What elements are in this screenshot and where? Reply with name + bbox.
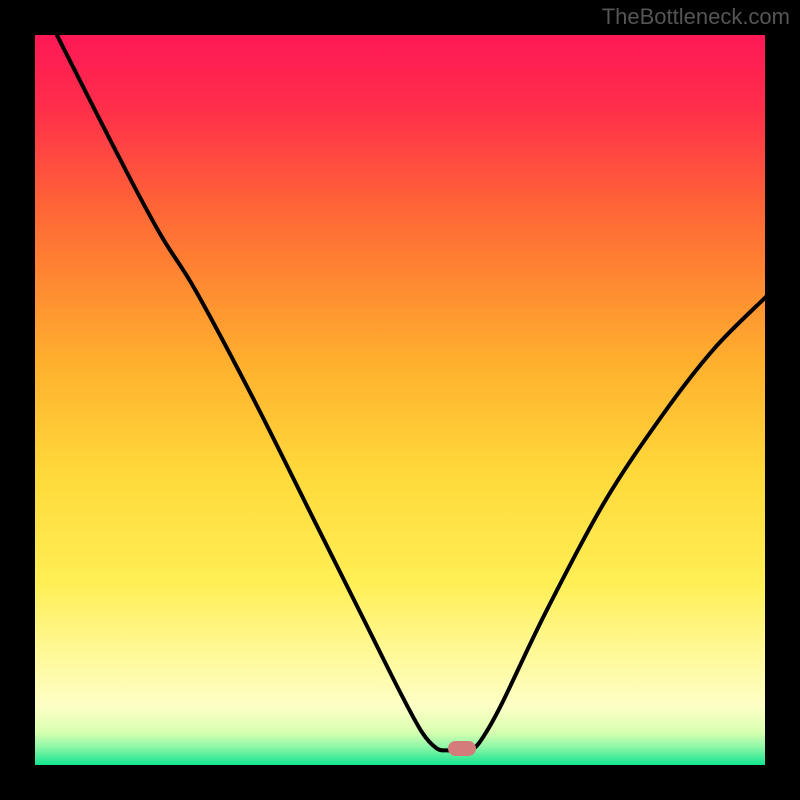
optimum-marker: [448, 741, 476, 756]
bottleneck-curve: [35, 35, 765, 765]
plot-area: [35, 35, 765, 765]
attribution-text: TheBottleneck.com: [602, 4, 790, 30]
